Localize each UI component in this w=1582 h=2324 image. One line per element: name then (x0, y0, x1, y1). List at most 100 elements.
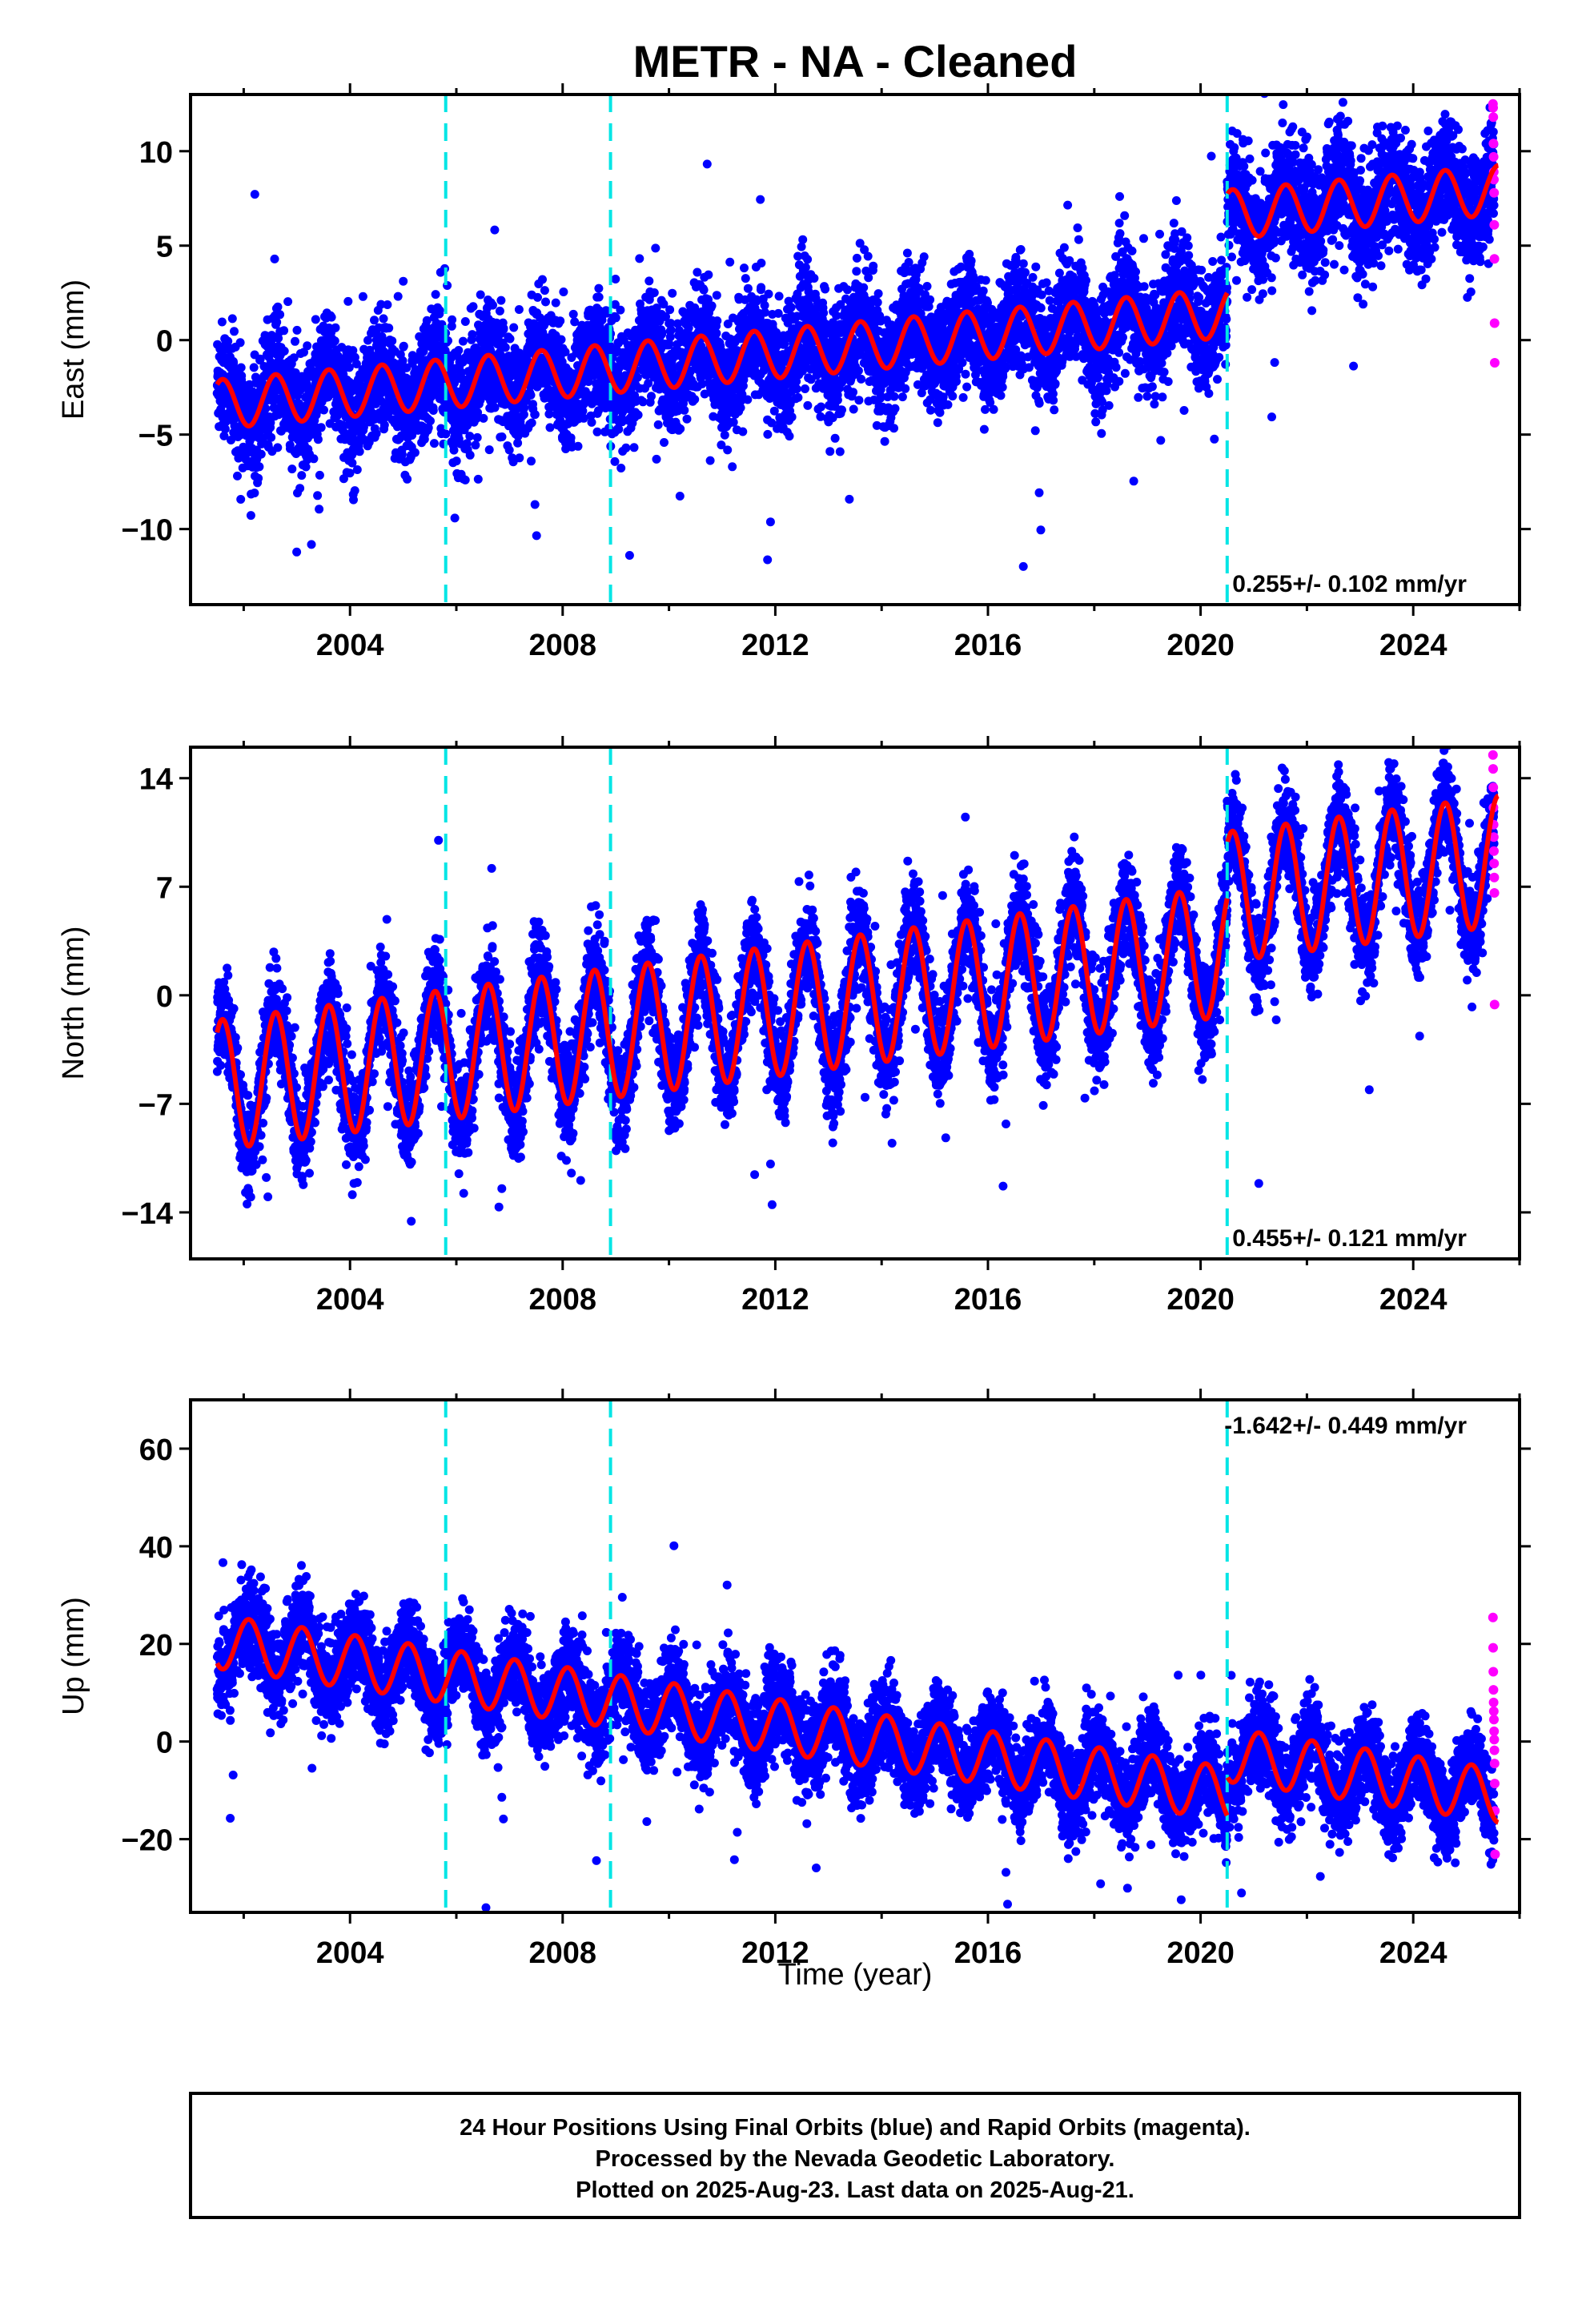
final-orbit-point (237, 371, 247, 380)
final-orbit-point (495, 306, 504, 316)
final-orbit-point (227, 314, 237, 324)
final-orbit-point (611, 275, 620, 283)
final-orbit-point (309, 454, 319, 464)
final-orbit-point (458, 336, 468, 346)
final-orbit-point (702, 159, 712, 169)
final-orbit-point (261, 404, 271, 413)
final-orbit-point (756, 195, 765, 204)
final-orbit-point (541, 297, 550, 307)
final-orbit-point (857, 374, 866, 384)
final-orbit-point (355, 447, 364, 456)
final-orbit-point (660, 438, 669, 447)
final-orbit-point (821, 284, 830, 294)
final-orbit-point (348, 346, 358, 356)
final-orbit-point (376, 300, 386, 309)
final-orbit-point (633, 410, 643, 420)
final-orbit-point (704, 270, 713, 279)
final-orbit-point (473, 474, 483, 484)
final-orbit-point (741, 274, 750, 283)
final-orbit-point (441, 429, 451, 439)
final-orbit-point (532, 531, 541, 541)
final-orbit-point (830, 433, 840, 443)
final-orbit-point (740, 263, 749, 273)
final-orbit-point (728, 462, 737, 472)
final-orbit-point (496, 296, 506, 305)
final-orbit-point (757, 283, 766, 292)
final-orbit-point (343, 296, 353, 306)
final-orbit-point (616, 464, 626, 472)
final-orbit-point (515, 453, 524, 463)
final-orbit-point (313, 491, 323, 501)
final-orbit-point (786, 303, 796, 312)
final-orbit-point (845, 494, 854, 504)
final-orbit-point (370, 316, 379, 325)
final-orbit-point (723, 445, 733, 455)
final-orbit-point (785, 432, 794, 441)
final-orbit-point (379, 420, 389, 430)
final-orbit-point (490, 225, 500, 235)
final-orbit-point (761, 308, 769, 317)
final-orbit-point (279, 346, 289, 356)
final-orbit-point (460, 317, 470, 326)
final-orbit-point (403, 474, 412, 484)
final-orbit-point (573, 441, 583, 451)
final-orbit-point (271, 378, 280, 388)
final-orbit-point (594, 283, 604, 293)
final-orbit-point (864, 273, 873, 283)
final-orbit-point (693, 267, 702, 277)
final-orbit-point (793, 392, 803, 402)
final-orbit-point (295, 484, 305, 493)
final-orbit-point (901, 384, 910, 393)
final-orbit-point (833, 396, 842, 405)
final-orbit-point (817, 402, 825, 412)
final-orbit-point (926, 405, 935, 415)
final-orbit-point (922, 282, 932, 291)
final-orbit-point (668, 288, 677, 298)
final-orbit-point (384, 324, 394, 333)
final-orbit-point (429, 439, 439, 448)
final-orbit-point (712, 291, 721, 300)
final-orbit-point (533, 292, 542, 302)
final-orbit-point (666, 325, 676, 335)
final-orbit-point (853, 366, 863, 376)
final-orbit-point (315, 470, 324, 480)
final-orbit-point (616, 305, 625, 315)
final-orbit-point (350, 352, 359, 362)
final-orbit-point (530, 500, 540, 509)
final-orbit-point (255, 354, 265, 364)
final-orbit-point (266, 418, 275, 428)
final-orbit-point (540, 286, 549, 296)
final-orbit-point (809, 274, 819, 283)
final-orbit-point (449, 445, 459, 455)
final-orbit-point (311, 315, 320, 324)
final-orbit-point (545, 423, 555, 432)
final-orbit-point (880, 436, 889, 446)
final-orbit-point (849, 388, 857, 397)
final-orbit-point (289, 353, 299, 363)
final-orbit-point (313, 435, 323, 444)
final-orbit-point (450, 513, 460, 523)
final-orbit-point (327, 312, 336, 322)
final-orbit-point (230, 327, 239, 336)
final-orbit-point (500, 343, 510, 352)
final-orbit-point (690, 395, 700, 404)
final-orbit-point (379, 314, 388, 324)
final-orbit-point (347, 458, 357, 468)
final-orbit-point (852, 267, 861, 276)
final-orbit-point (315, 505, 324, 514)
final-orbit-point (926, 295, 935, 304)
final-orbit-point (527, 418, 536, 428)
final-orbit-point (538, 275, 547, 284)
final-orbit-point (649, 288, 659, 297)
final-orbit-point (803, 400, 813, 410)
final-orbit-point (408, 431, 417, 440)
final-orbit-point (220, 424, 230, 434)
final-orbit-point (873, 298, 882, 308)
final-orbit-point (350, 486, 359, 496)
final-orbit-point (383, 300, 392, 309)
final-orbit-point (479, 413, 488, 423)
final-orbit-point (520, 404, 529, 413)
final-orbit-point (255, 462, 264, 472)
final-orbit-point (428, 406, 438, 415)
